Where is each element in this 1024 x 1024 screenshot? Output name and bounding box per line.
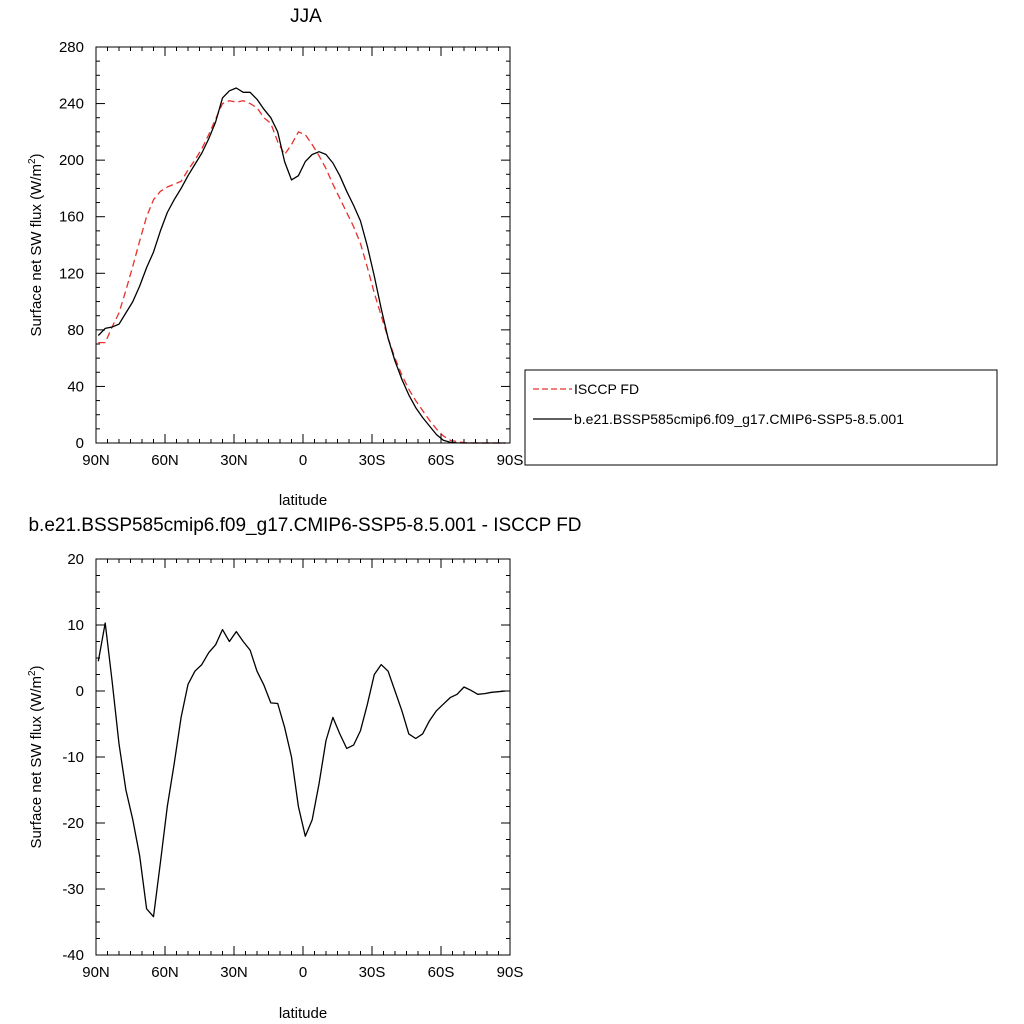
bottom-chart-ytick-label: -40 bbox=[62, 947, 84, 964]
bottom-chart: b.e21.BSSP585cmip6.f09_g17.CMIP6-SSP5-8.… bbox=[27, 515, 582, 1022]
bottom-chart-series-line-0 bbox=[97, 622, 506, 918]
bottom-chart-xlabel: latitude bbox=[279, 1005, 327, 1022]
bottom-chart-xtick-label: 60S bbox=[428, 964, 455, 981]
top-chart-xtick-label: 90S bbox=[497, 452, 524, 469]
top-chart-xtick-label: 0 bbox=[299, 452, 307, 469]
bottom-chart-ytick-label: 20 bbox=[67, 551, 84, 568]
bottom-chart-series bbox=[97, 622, 506, 918]
top-chart-ytick-label: 200 bbox=[59, 152, 84, 169]
top-chart-series-line-0 bbox=[98, 100, 506, 444]
bottom-chart-ylabel-end: ) bbox=[28, 665, 45, 670]
bottom-chart-ylabel-sup: 2 bbox=[27, 670, 38, 676]
bottom-chart-xtick-label: 90S bbox=[497, 964, 524, 981]
top-chart-title: JJA bbox=[290, 6, 322, 27]
top-chart-series bbox=[97, 87, 506, 444]
top-chart-ytick-label: 40 bbox=[67, 378, 84, 395]
bottom-chart-ticks: 90N 60N 30N 0 30S 60S 90S -40 -30 -20 -10 0 10 20 bbox=[62, 551, 523, 981]
top-chart-ytick-label: 280 bbox=[59, 39, 84, 56]
top-chart-ytick-label: 120 bbox=[59, 265, 84, 282]
top-chart-ytick-label: 160 bbox=[59, 209, 84, 226]
bottom-chart-ytick-label: 10 bbox=[67, 617, 84, 634]
top-chart-xlabel: latitude bbox=[279, 492, 327, 509]
bottom-chart-ytick-label: 0 bbox=[76, 683, 84, 700]
bottom-chart-ylabel-main: Surface net SW flux (W/m bbox=[28, 676, 45, 849]
top-chart-ticks: 90N 60N 30N 0 30S 60S 90S 0 40 80 120 160 200 240 280 bbox=[59, 39, 523, 469]
bottom-chart-xtick-label: 60N bbox=[151, 964, 179, 981]
bottom-chart-ytick-label: -20 bbox=[62, 815, 84, 832]
top-chart-series-line-1 bbox=[97, 87, 506, 444]
top-chart-ylabel: Surface net SW flux (W/m2) bbox=[27, 153, 45, 336]
legend-box bbox=[524, 369, 998, 466]
bottom-chart-title: b.e21.BSSP585cmip6.f09_g17.CMIP6-SSP5-8.… bbox=[28, 515, 581, 536]
bottom-chart-xtick-label: 30S bbox=[359, 964, 386, 981]
top-chart-ylabel-end: ) bbox=[28, 153, 45, 158]
legend-label-isccp: ISCCP FD bbox=[574, 381, 639, 397]
top-chart-frame bbox=[95, 46, 511, 444]
top-chart-ytick-label: 80 bbox=[67, 322, 84, 339]
legend-label-model: b.e21.BSSP585cmip6.f09_g17.CMIP6-SSP5-8.… bbox=[574, 411, 904, 427]
bottom-chart-frame bbox=[95, 558, 511, 956]
top-chart-ylabel-sup: 2 bbox=[27, 158, 38, 164]
bottom-chart-xtick-label: 90N bbox=[82, 964, 110, 981]
legend: ISCCP FD b.e21.BSSP585cmip6.f09_g17.CMIP… bbox=[524, 369, 998, 466]
top-chart-ytick-label: 0 bbox=[76, 435, 84, 452]
top-chart-xtick-label: 90N bbox=[82, 452, 110, 469]
bottom-chart-xtick-label: 30N bbox=[220, 964, 248, 981]
top-chart-ytick-label: 240 bbox=[59, 96, 84, 113]
bottom-chart-ylabel: Surface net SW flux (W/m2) bbox=[27, 665, 45, 848]
top-chart-xtick-label: 60S bbox=[428, 452, 455, 469]
top-chart-xtick-label: 60N bbox=[151, 452, 179, 469]
top-chart-xtick-label: 30N bbox=[220, 452, 248, 469]
top-chart-ylabel-main: Surface net SW flux (W/m bbox=[28, 164, 45, 337]
top-chart: JJA 90N 60N 30N 0 30S 60S 90S 0 40 80 120 160 200 240… bbox=[27, 6, 998, 509]
bottom-chart-ytick-label: -10 bbox=[62, 749, 84, 766]
bottom-chart-ytick-label: -30 bbox=[62, 881, 84, 898]
top-chart-xtick-label: 30S bbox=[359, 452, 386, 469]
bottom-chart-xtick-label: 0 bbox=[299, 964, 307, 981]
